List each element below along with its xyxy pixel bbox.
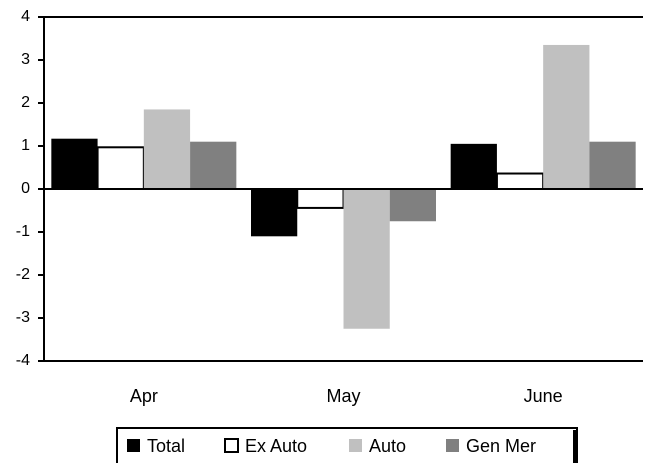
bar (450, 143, 497, 189)
bar (543, 44, 590, 190)
y-tick-label: 4 (21, 8, 30, 25)
bar (143, 109, 191, 189)
bar (589, 141, 636, 189)
bar (343, 189, 390, 329)
bar (296, 188, 345, 209)
x-tick-label: May (326, 386, 360, 406)
y-tick-label: -2 (16, 266, 30, 283)
bar (495, 172, 545, 191)
legend-label: Ex Auto (245, 436, 307, 456)
y-tick-label: 2 (21, 94, 30, 111)
legend-swatch (349, 439, 362, 452)
legend-swatch (446, 439, 459, 452)
bar (389, 189, 436, 222)
bar (96, 146, 145, 190)
x-tick-label: June (524, 386, 563, 406)
legend-label: Total (147, 436, 185, 456)
y-tick-label: -3 (16, 309, 30, 326)
legend-swatch (127, 439, 140, 452)
bar (190, 141, 237, 189)
y-tick-label: 3 (21, 51, 30, 68)
legend-label: Gen Mer (466, 436, 536, 456)
bar (251, 189, 298, 237)
y-tick-label: 1 (21, 137, 30, 154)
legend-label: Auto (369, 436, 406, 456)
legend-swatch (224, 438, 239, 453)
y-tick-label: -1 (16, 223, 30, 240)
y-tick-label: 0 (21, 180, 30, 197)
bar (51, 138, 98, 189)
y-tick-label: -4 (16, 352, 30, 369)
x-tick-label: Apr (130, 386, 158, 406)
